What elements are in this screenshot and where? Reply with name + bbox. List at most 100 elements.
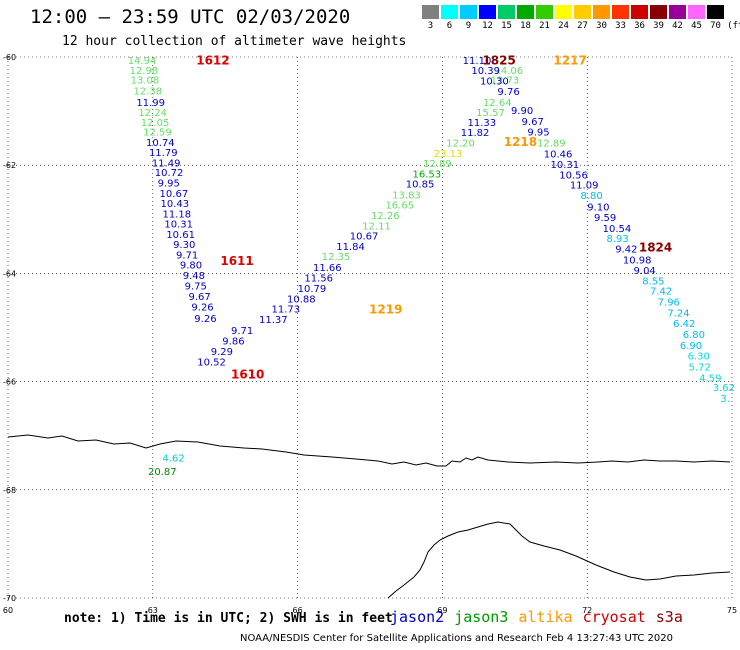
scale-swatch <box>707 5 724 19</box>
wave-height-value: 9.10 <box>587 202 609 213</box>
wave-height-value: 9.95 <box>527 128 549 139</box>
scale-swatch <box>688 5 705 19</box>
scale-label: 6 <box>446 21 453 31</box>
wave-height-value: 12.89 <box>537 138 566 149</box>
wave-height-value: 20.87 <box>148 467 177 478</box>
wave-height-value: 12.05 <box>141 118 170 129</box>
longitude-tick-label: 72 <box>582 606 592 615</box>
credit-line: NOAA/NESDIS Center for Satellite Applica… <box>240 633 673 644</box>
wave-height-value: 9.04 <box>634 266 656 277</box>
pass-time-label: 1217 <box>553 54 586 68</box>
scale-label: 24 <box>558 21 569 31</box>
pass-time-label: 1612 <box>196 54 229 68</box>
scale-label: 30 <box>596 21 607 31</box>
wave-height-value: 9.80 <box>180 261 202 272</box>
wave-height-value: 6.42 <box>673 319 695 330</box>
wave-height-value: 11.49 <box>152 158 181 169</box>
wave-height-value: 9.48 <box>183 271 205 282</box>
wave-height-value: 9.42 <box>615 245 637 256</box>
longitude-tick-label: 60 <box>3 606 13 615</box>
scale-label: 9 <box>465 21 472 31</box>
wave-height-value: 8.55 <box>642 276 664 287</box>
wave-height-value: 11.56 <box>304 274 333 285</box>
wave-height-value: 10.72 <box>155 168 184 179</box>
satellite-legend-entry: altika <box>518 608 573 626</box>
wave-height-value: 11.33 <box>467 118 496 129</box>
footnote: note: 1) Time is in UTC; 2) SWH is in fe… <box>64 611 393 626</box>
wave-height-value: 12.20 <box>446 138 475 149</box>
satellite-legend-entry: jason2 <box>390 608 445 626</box>
wave-height-value: 12.11 <box>362 221 391 232</box>
wave-height-value: 13.73 <box>491 76 520 87</box>
wave-height-value: 10.61 <box>166 230 195 241</box>
scale-swatch <box>536 5 553 19</box>
wave-height-value: 23.13 <box>434 149 463 160</box>
pass-time-label: 1610 <box>231 367 264 381</box>
wave-height-value: 12.59 <box>143 128 172 139</box>
wave-height-value: 9.76 <box>497 87 519 98</box>
wave-height-value: 9.95 <box>158 179 180 190</box>
scale-swatch <box>517 5 534 19</box>
wave-height-value: 11.82 <box>461 128 490 139</box>
wave-height-value: 10.30 <box>480 76 509 87</box>
wave-height-value: 12.64 <box>483 98 512 109</box>
wave-height-value: 10.46 <box>544 149 573 160</box>
wave-height-value: 14.06 <box>495 66 524 77</box>
wave-height-value: 13.08 <box>131 76 160 87</box>
scale-swatch <box>593 5 610 19</box>
latitude-tick-label: -62 <box>3 161 16 170</box>
wave-height-value: 10.74 <box>146 138 175 149</box>
wave-height-value: 12.98 <box>130 66 159 77</box>
scale-label: 42 <box>672 21 683 31</box>
wave-height-value: 10.39 <box>471 66 500 77</box>
longitude-tick-label: 69 <box>437 606 447 615</box>
wave-height-value: 6.80 <box>683 330 705 341</box>
wave-height-value: 11.73 <box>272 305 301 316</box>
wave-height-value: 9.26 <box>191 302 213 313</box>
wave-height-value: 3.62 <box>713 383 735 394</box>
wave-height-value: 15.57 <box>476 108 505 119</box>
wave-height-value: 9.67 <box>189 292 211 303</box>
scale-swatch <box>555 5 572 19</box>
latitude-tick-label: -66 <box>3 378 16 387</box>
wave-height-value: 9.67 <box>522 117 544 128</box>
wave-height-value: 10.79 <box>298 284 327 295</box>
wave-height-value: 9.75 <box>185 281 207 292</box>
scale-swatch <box>612 5 629 19</box>
wave-height-value: 5.72 <box>689 362 711 373</box>
satellite-legend: jason2 jason3 altika cryosat s3a <box>390 608 693 626</box>
wave-height-value: 11.09 <box>570 181 599 192</box>
wave-height-value: 10.67 <box>160 189 189 200</box>
wave-height-value: 9.90 <box>511 106 533 117</box>
wave-height-value: 9.71 <box>176 250 198 261</box>
scale-swatch <box>460 5 477 19</box>
wave-height-value: 10.54 <box>603 224 632 235</box>
latitude-tick-label: -68 <box>3 486 16 495</box>
wave-height-value: 16.65 <box>385 201 414 212</box>
wave-height-value: 7.24 <box>667 308 689 319</box>
wave-height-value: 10.88 <box>287 294 316 305</box>
wave-height-value: 6.30 <box>688 352 710 363</box>
island-coastline <box>387 521 731 599</box>
pass-time-label: 1219 <box>369 303 402 317</box>
wave-height-value: 7.42 <box>650 287 672 298</box>
wave-height-value: 11.66 <box>313 263 342 274</box>
wave-height-value: 10.31 <box>164 220 193 231</box>
scale-label: 70 <box>710 21 721 31</box>
antarctic-coastline <box>7 434 731 467</box>
wave-height-value: 4.59 <box>699 373 721 384</box>
satellite-legend-entry: cryosat <box>582 608 646 626</box>
wave-height-value: 16.53 <box>412 169 441 180</box>
wave-height-value: 9.71 <box>231 326 253 337</box>
wave-height-value: 10.31 <box>551 160 580 171</box>
scale-label: 33 <box>615 21 626 31</box>
pass-time-label: 1218 <box>504 135 537 149</box>
scale-label: 15 <box>501 21 512 31</box>
wave-height-value: 4.62 <box>162 453 184 464</box>
observation-labels: 14.9412.9813.0812.3811.9912.2412.0512.59… <box>128 56 735 478</box>
scale-swatch <box>441 5 458 19</box>
scale-swatch <box>650 5 667 19</box>
wave-height-value: 10.43 <box>161 199 190 210</box>
